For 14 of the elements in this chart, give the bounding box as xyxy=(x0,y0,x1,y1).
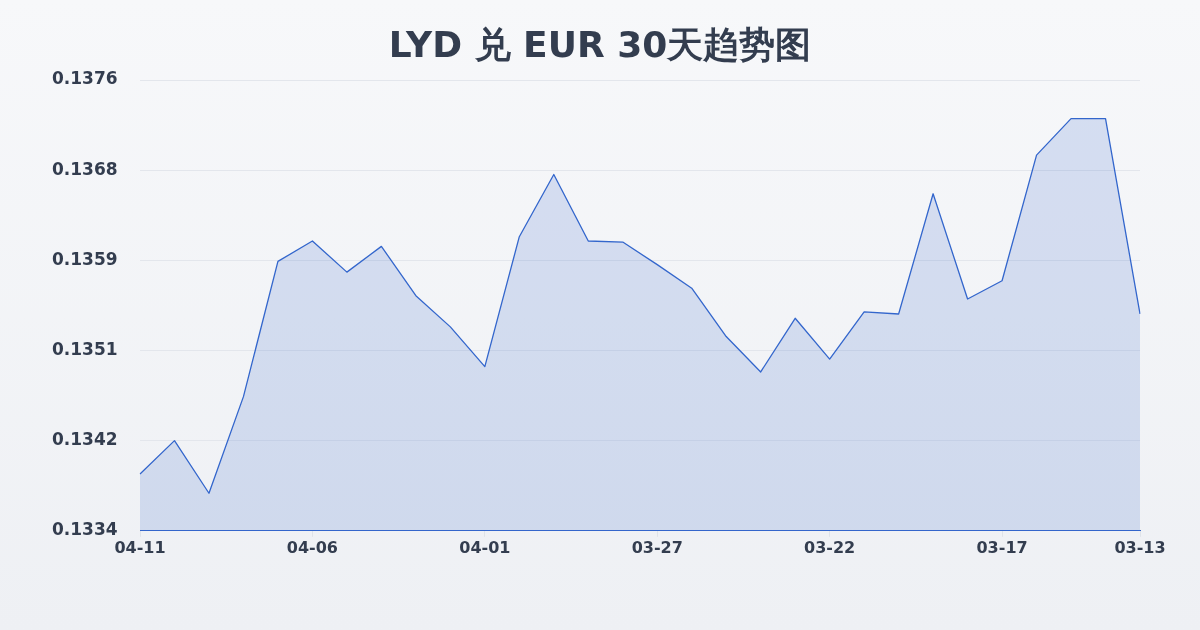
x-tick-label: 04-01 xyxy=(459,537,511,557)
y-tick-label: 0.1368 xyxy=(52,158,118,179)
y-tick-label: 0.1376 xyxy=(52,68,118,89)
y-tick-label: 0.1334 xyxy=(52,519,118,540)
y-tick-label: 0.1351 xyxy=(52,338,118,359)
x-tick-label: 04-11 xyxy=(114,537,166,557)
x-tick-label: 03-22 xyxy=(804,537,856,557)
x-tick-label: 03-13 xyxy=(1114,537,1166,557)
y-tick-label: 0.1359 xyxy=(52,248,118,269)
x-tick-label: 03-17 xyxy=(976,537,1028,557)
chart-title: LYD 兑 EUR 30天趋势图 xyxy=(388,24,812,65)
x-tick-label: 04-06 xyxy=(286,537,338,557)
x-tick-label: 03-27 xyxy=(631,537,683,557)
y-tick-label: 0.1342 xyxy=(52,429,118,450)
